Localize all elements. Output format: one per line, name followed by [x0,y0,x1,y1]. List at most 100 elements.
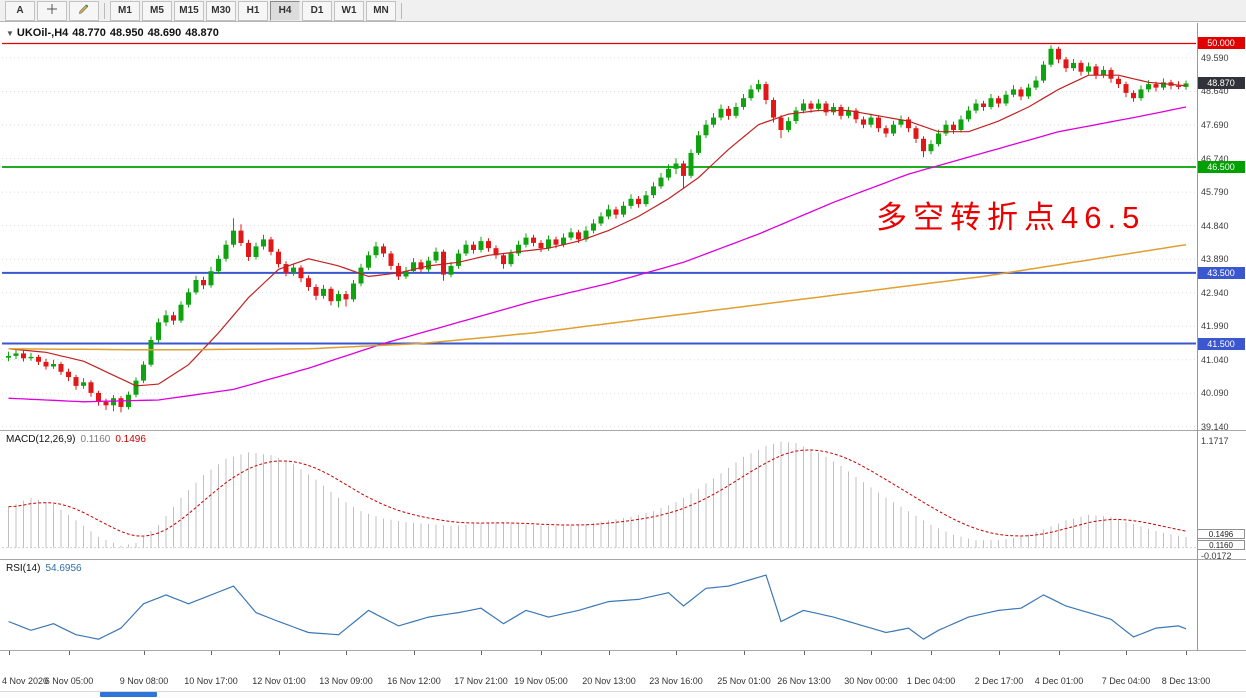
time-axis-label: 30 Nov 00:00 [844,676,898,686]
toolbar-separator [104,2,105,19]
timeframe-button-MN[interactable]: MN [366,0,396,21]
candle-body [306,278,311,287]
crosshair-tool-button[interactable] [37,0,67,21]
draw-tool-button[interactable] [69,0,99,21]
rsi-panel-plot[interactable] [2,560,1196,650]
candle-body [996,98,1001,104]
panel-divider [0,650,1246,651]
candle-body [538,242,544,249]
timeframe-button-M5[interactable]: M5 [142,0,172,21]
time-axis-label: 9 Nov 08:00 [119,676,169,686]
price-tag-48870: 48.870 [1197,77,1245,89]
candle-body [681,163,686,176]
time-axis-label: 4 Nov 2020 [2,676,49,686]
candle-body [748,89,754,99]
candle-body [696,135,701,153]
candle-body [576,232,581,240]
time-axis-label: 23 Nov 16:00 [649,676,703,686]
candle-body [1176,85,1181,87]
chart-menu-arrow-icon[interactable]: ▼ [6,29,14,38]
candle-body [1078,62,1084,72]
candle-body [216,258,221,272]
chart-annotation-text[interactable]: 多空转折点46.5 [876,200,1146,235]
candle-body [823,103,829,113]
candle-body [831,107,836,113]
timeframe-button-W1[interactable]: W1 [334,0,364,21]
time-tick [609,651,610,655]
candle-body [1131,92,1136,99]
candle-body [1116,78,1121,85]
timeframe-button-M1[interactable]: M1 [110,0,140,21]
candle-body [763,84,769,100]
main-chart-plot[interactable] [2,23,1196,430]
candle-body [43,361,49,367]
candle-body [441,251,446,275]
time-tick [481,651,482,655]
candle-body [928,144,934,152]
candle-body [328,288,334,302]
candle-body [703,124,709,136]
candle-body [568,232,574,238]
time-tick [871,651,872,655]
time-axis[interactable]: 4 Nov 2020 6 Nov 05:00 9 Nov 08:00 10 Nov 1… [0,651,1246,691]
price-axis-label: 45.790 [1201,187,1229,197]
time-tick [999,651,1000,655]
price-tag-41500: 41.500 [1197,338,1245,350]
candle-body [891,124,896,134]
candle-body [853,110,859,120]
chart-symbol-period: UKOil-,H4 [16,27,69,39]
time-tick [1126,651,1127,655]
candle-body [666,168,671,178]
candle-body [133,380,139,395]
candle-body [883,128,889,134]
timeframe-button-H1[interactable]: H1 [238,0,268,21]
bottom-strip [0,691,1246,698]
time-axis-label: 25 Nov 01:00 [717,676,771,686]
candle-body [613,209,619,215]
candle-body [493,248,499,256]
candle-body [28,356,34,359]
candle-body [726,108,731,116]
candle-body [156,322,161,340]
candle-body [418,262,424,270]
time-axis-label: 20 Nov 13:00 [582,676,636,686]
timeframe-button-D1[interactable]: D1 [302,0,332,21]
candle-body [261,239,266,247]
candle-body [1161,82,1166,88]
candle-body [808,103,814,109]
candle-body [1063,59,1069,69]
panel-divider [0,430,1246,431]
candle-body [1033,80,1039,88]
text-tool-button[interactable]: A [5,0,35,21]
candle-body [276,251,281,265]
candle-body [966,110,971,120]
timeframe-button-M15[interactable]: M15 [174,0,204,21]
price-axis-label: 40.090 [1201,388,1229,398]
candle-body [163,315,169,323]
price-tag-46500: 46.500 [1197,161,1245,173]
candle-body [981,103,986,107]
time-tick [279,651,280,655]
candle-body [786,121,791,130]
candle-body [103,401,109,406]
candle-body [936,133,941,145]
candle-body [591,223,596,231]
price-axis-label: 48.640 [1201,86,1229,96]
timeframe-button-M30[interactable]: M30 [206,0,236,21]
taskbar-active-item[interactable] [100,692,157,697]
time-axis-label: 1 Dec 04:00 [906,676,956,686]
timeframe-button-H4[interactable]: H4 [270,0,300,21]
macd-panel-plot[interactable] [2,431,1196,559]
candle-body [1086,66,1091,72]
time-tick [414,651,415,655]
macd-value-tag: 0.1160 [1197,540,1245,550]
candle-body [246,242,251,257]
time-tick [1186,651,1187,655]
axis-separator-line [1197,23,1198,651]
candle-body [561,237,566,245]
candle-body [1093,66,1099,76]
macd-axis-label: -0.0172 [1201,551,1232,561]
time-axis-label: 16 Nov 12:00 [387,676,441,686]
rsi-value: 54.6956 [45,563,82,574]
time-tick [744,651,745,655]
